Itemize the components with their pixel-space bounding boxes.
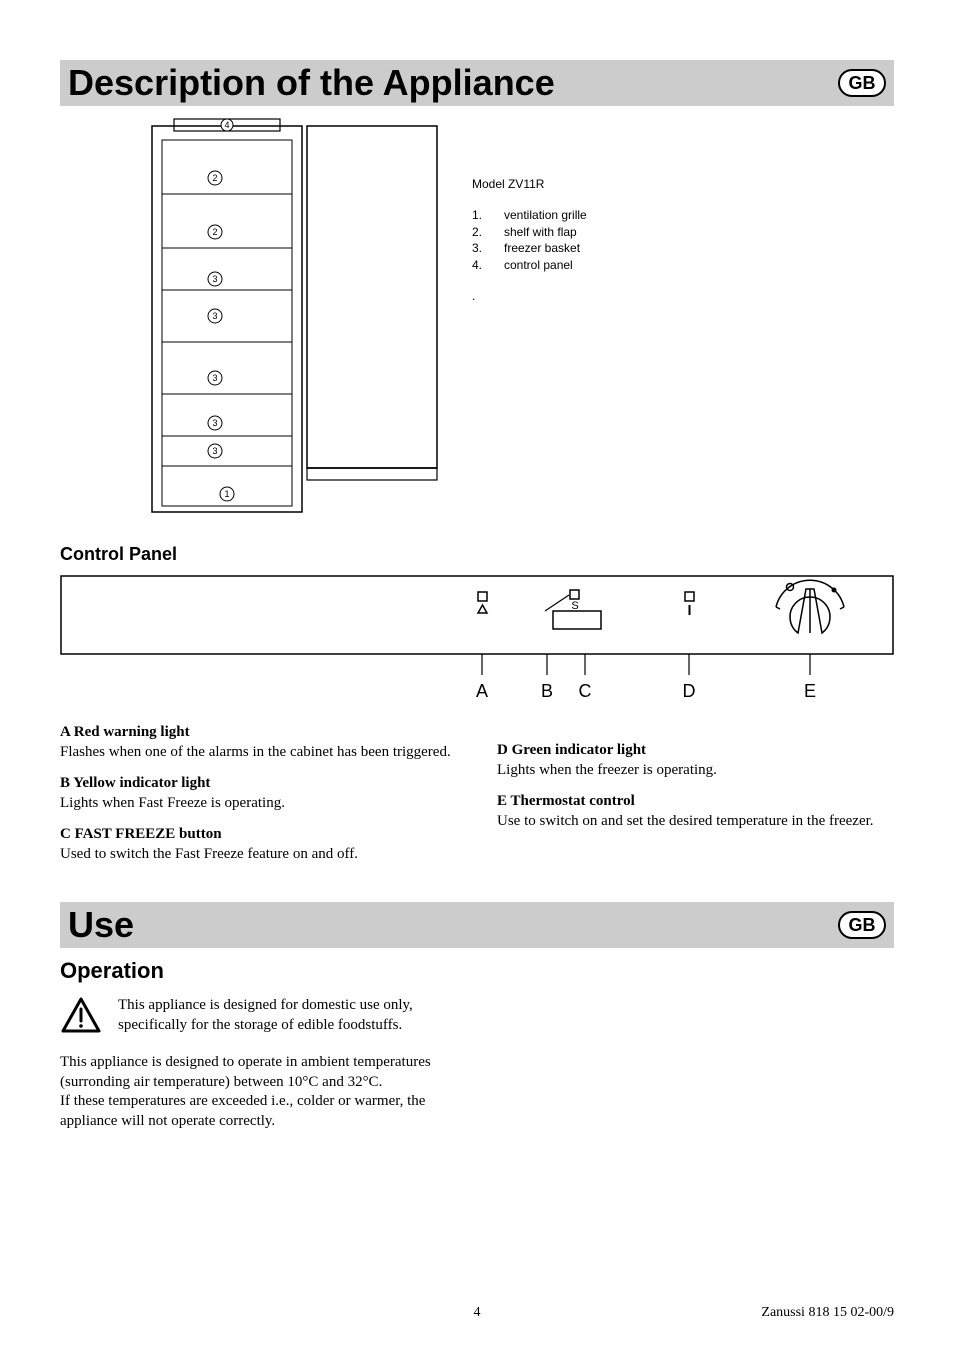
warning-icon	[60, 996, 102, 1034]
control-panel-diagram: A S B C D E	[60, 575, 894, 705]
item-d: D Green indicator light Lights when the …	[497, 741, 894, 780]
page-footer: 4 Zanussi 818 15 02-00/9	[0, 1305, 954, 1321]
use-section: Use GB Operation This appliance is desig…	[60, 902, 894, 1131]
svg-text:3: 3	[212, 373, 217, 383]
warning-text: This appliance is designed for domestic …	[118, 996, 477, 1035]
footer-right: Zanussi 818 15 02-00/9	[761, 1305, 894, 1321]
gb-badge-use: GB	[838, 911, 886, 939]
warning-row: This appliance is designed for domestic …	[60, 996, 477, 1035]
svg-text:D: D	[683, 681, 696, 701]
section-header-description: Description of the Appliance GB	[60, 60, 894, 106]
item-b: B Yellow indicator light Lights when Fas…	[60, 774, 457, 813]
operation-heading: Operation	[60, 958, 894, 984]
svg-text:S: S	[571, 600, 578, 612]
diagram-label-4: 4	[224, 120, 229, 130]
item-a: A Red warning light Flashes when one of …	[60, 723, 457, 762]
item-c: C FAST FREEZE button Used to switch the …	[60, 825, 457, 864]
page-number: 4	[474, 1305, 481, 1321]
svg-text:3: 3	[212, 418, 217, 428]
svg-text:3: 3	[212, 446, 217, 456]
svg-text:C: C	[579, 681, 592, 701]
parts-list: 1.ventilation grille 2.shelf with flap 3…	[472, 207, 587, 274]
part-row: 3.freezer basket	[472, 240, 587, 257]
left-col: A Red warning light Flashes when one of …	[60, 723, 457, 876]
svg-text:A: A	[476, 681, 488, 701]
part-row: 2.shelf with flap	[472, 224, 587, 241]
operation-body: This appliance is designed to operate in…	[60, 1053, 477, 1131]
right-col: D Green indicator light Lights when the …	[497, 723, 894, 876]
svg-text:2: 2	[212, 173, 217, 183]
section-header-use: Use GB	[60, 902, 894, 948]
svg-text:3: 3	[212, 274, 217, 284]
model-block: Model ZV11R 1.ventilation grille 2.shelf…	[472, 176, 587, 305]
svg-text:1: 1	[224, 489, 229, 499]
svg-text:3: 3	[212, 311, 217, 321]
part-row: 4.control panel	[472, 257, 587, 274]
section-title-use: Use	[68, 904, 134, 946]
gb-badge: GB	[838, 69, 886, 97]
model-label: Model ZV11R	[472, 176, 587, 193]
trailing-dot: .	[472, 288, 587, 305]
appliance-diagram: 4 2 2 3 3 3 3 3	[112, 116, 442, 516]
control-descriptions: A Red warning light Flashes when one of …	[60, 723, 894, 876]
item-e: E Thermostat control Use to switch on an…	[497, 792, 894, 831]
svg-text:E: E	[804, 681, 816, 701]
svg-text:2: 2	[212, 227, 217, 237]
appliance-row: 4 2 2 3 3 3 3 3	[112, 116, 894, 516]
control-panel-heading: Control Panel	[60, 544, 894, 565]
part-row: 1.ventilation grille	[472, 207, 587, 224]
section-title-description: Description of the Appliance	[68, 62, 555, 104]
svg-text:B: B	[541, 681, 553, 701]
